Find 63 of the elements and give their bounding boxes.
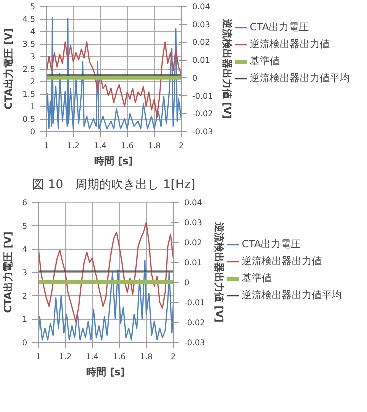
y-tick-label: 6 [22,198,28,208]
y2-tick-label: 0.04 [192,2,210,12]
x-tick-label: 1.8 [140,352,153,362]
y2-axis-title: 逆流検出器出力値 [V] [213,221,226,323]
y-tick-label: 5 [30,2,36,12]
x-tick-label: 1.2 [67,142,80,150]
y-tick-label: 1.5 [22,90,36,99]
y-axis-title: CTA出力電圧 [V] [2,28,15,110]
x-tick-label: 1.6 [121,142,134,150]
legend-label: 基準値 [242,272,272,285]
y2-axis-title: 逆流検出器出力値 [V] [221,18,234,120]
x-tick-label: 1.6 [113,352,126,362]
legend-label: 逆流検出器出力値 [242,255,322,268]
legend-label: 逆流検出器出力値平均 [242,289,342,302]
x-tick-label: 1.8 [148,142,161,150]
y2-tick-label: 0.03 [184,218,202,228]
y-tick-label: 0.5 [22,115,36,124]
y2-tick-label: 0.04 [184,198,202,208]
legend-label: 逆流検出器出力値平均 [250,72,350,86]
x-tick-label: 1.4 [86,352,99,362]
legend-label: CTA出力電圧 [242,238,302,251]
y-tick-label: 1 [30,102,36,112]
y2-tick-label: 0.03 [192,20,210,30]
y2-tick-label: -0.03 [192,128,214,136]
y-tick-label: 2 [30,78,36,86]
y-tick-label: 4 [22,245,28,254]
y-tick-label: 2.5 [22,65,36,74]
y2-tick-label: 0.02 [184,238,202,248]
y-axis-title: CTA出力電圧 [V] [2,232,14,314]
y-tick-label: 5 [22,222,28,231]
line-series [38,222,174,324]
legend-label: CTA出力電圧 [250,21,310,34]
y-tick-label: 3 [22,268,28,278]
y2-tick-label: -0.02 [184,318,206,328]
legend-label: 逆流検出器出力値 [250,38,330,52]
x-tick-label: 1.4 [94,142,107,150]
legend-label: 基準値 [250,55,280,68]
y2-tick-label: 0.01 [192,56,210,66]
y-tick-label: 0 [22,338,28,348]
y-tick-label: 3.5 [22,40,36,49]
y-tick-label: 0 [30,128,36,136]
y2-tick-label: -0.03 [184,338,206,348]
y2-tick-label: 0.01 [184,258,202,268]
y-tick-label: 4 [30,28,36,36]
y-tick-label: 4.5 [22,15,36,24]
y2-tick-label: -0.02 [192,110,214,119]
line-series [46,42,182,118]
y2-tick-label: 0 [192,74,198,83]
x-tick-label: 1 [44,142,50,150]
y-tick-label: 1 [22,315,28,324]
y-tick-label: 3 [30,52,36,62]
y-tick-label: 2 [22,292,28,301]
x-tick-label: 2 [170,352,176,362]
y2-tick-label: 0.02 [192,38,210,48]
y2-tick-label: 0 [184,278,190,288]
y2-tick-label: -0.01 [184,298,206,308]
x-axis-title: 時間 [s] [86,366,126,378]
x-axis-title: 時間 [s] [94,156,134,168]
x-tick-label: 1 [36,352,42,362]
x-tick-label: 1.2 [59,352,72,362]
x-tick-label: 2 [178,142,184,150]
caption: 図 10 周期的吹き出し 1[Hz] [32,178,196,192]
y2-tick-label: -0.01 [192,92,214,101]
